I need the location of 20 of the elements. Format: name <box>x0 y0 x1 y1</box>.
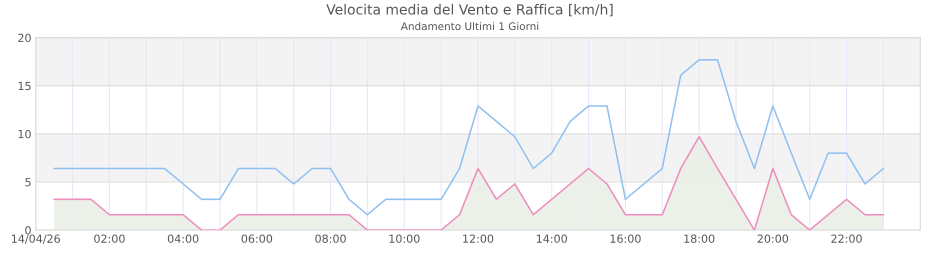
x-tick-label: 20:00 <box>758 234 788 243</box>
x-tick-label: 18:00 <box>684 234 714 243</box>
x-tick-label: 06:00 <box>242 234 272 243</box>
x-tick-label: 14/04/26 <box>12 234 60 244</box>
y-tick-label: 20 <box>18 34 31 42</box>
y-tick-label: 15 <box>18 82 31 90</box>
x-tick-label: 14:00 <box>536 234 567 243</box>
x-tick-label: 12:00 <box>463 234 494 243</box>
y-tick-label: 5 <box>25 178 31 186</box>
line-series <box>53 59 884 216</box>
x-tick-label: 16:00 <box>610 234 641 243</box>
chart-title: Velocita media del Vento e Raffica [km/h] <box>326 4 613 16</box>
y-tick-label: 10 <box>18 130 31 138</box>
y-tick-label: 0 <box>25 226 31 234</box>
x-tick-label: 08:00 <box>315 234 346 243</box>
x-tick-label: 10:00 <box>389 234 420 243</box>
x-tick-label: 04:00 <box>168 234 198 243</box>
chart-subtitle: Andamento Ultimi 1 Giorni <box>400 22 538 30</box>
x-tick-label: 22:00 <box>831 234 862 243</box>
x-tick-label: 02:00 <box>94 234 125 243</box>
